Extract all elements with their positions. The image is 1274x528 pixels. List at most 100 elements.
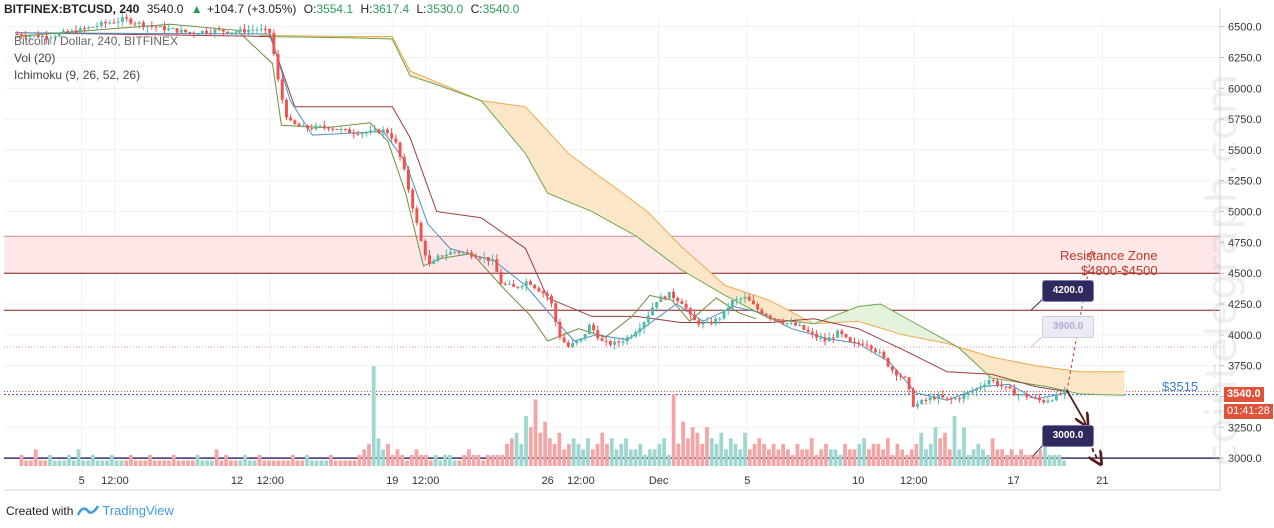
tradingview-brand-label: TradingView [102, 503, 174, 518]
volume-bar [190, 460, 195, 466]
volume-bar [119, 460, 124, 466]
candle-bull [983, 384, 987, 387]
volume-bar [738, 449, 743, 466]
volume-bar [509, 438, 514, 466]
volume-bar [571, 438, 576, 466]
volume-bar [148, 454, 152, 466]
time-axis[interactable]: 5 12:00 12 12:00 19 12:00 26 12:00 Dec 5 10 12:00 17… [4, 475, 1220, 491]
volume-bar [500, 454, 505, 466]
volume-bar [786, 449, 790, 466]
candle-bear [693, 314, 697, 321]
volume-bar [1028, 454, 1033, 466]
candle-bear [562, 337, 566, 343]
volume-bar [528, 427, 533, 466]
candle-bear [478, 257, 482, 259]
callout-3000-pointer [1030, 443, 1045, 459]
callout-3000[interactable]: 3000.0 [1042, 425, 1094, 447]
candle-bull [62, 30, 65, 34]
senkou-span-b [259, 36, 1125, 396]
volume-bar [700, 443, 705, 466]
candle-bear [24, 35, 28, 38]
callout-4200[interactable]: 4200.0 [1042, 280, 1094, 302]
volume-bar [257, 454, 262, 466]
volume-bar [362, 449, 367, 466]
kijun-line [15, 32, 1067, 393]
volume-bar [881, 449, 885, 466]
chikou-line [15, 23, 757, 342]
candle-bear [924, 399, 928, 401]
volume-bar [838, 454, 843, 466]
volume-bar [562, 449, 567, 466]
volume-bar [152, 460, 157, 466]
candle-bull [655, 302, 659, 308]
volume-bar [333, 460, 338, 466]
volume-bar [24, 460, 29, 466]
candle-bear [457, 251, 461, 253]
candle-bear [486, 257, 490, 262]
volume-bar [457, 460, 462, 466]
volume-bar [1043, 443, 1047, 466]
candle-bear [529, 281, 532, 285]
candle-bear [617, 341, 621, 343]
volume-legend[interactable]: Vol (20) [14, 51, 56, 65]
volume-bar [328, 454, 333, 466]
ichimoku-legend[interactable]: Ichimoku (9, 26, 52, 26) [14, 68, 141, 82]
candle-bull [259, 28, 263, 30]
close-value: 3540.0 [482, 2, 520, 16]
candle-bull [196, 33, 200, 35]
candle-bull [87, 27, 91, 29]
price-tick-label: 6500.0 [1228, 22, 1262, 34]
candle-bull [789, 322, 793, 324]
candle-bull [575, 341, 579, 344]
tradingview-brand[interactable]: TradingView [77, 503, 174, 518]
volume-bar [557, 432, 562, 466]
level-lines [4, 235, 1220, 459]
volume-bar [971, 449, 976, 466]
candle-bear [428, 255, 431, 264]
candle-bear [335, 129, 339, 131]
candle-bull [120, 17, 124, 22]
volume-bar [167, 460, 171, 466]
volume-bar [171, 454, 176, 466]
tradingview-logo-icon [77, 504, 100, 516]
candle-bear [125, 17, 129, 19]
volume-bar [205, 460, 209, 466]
candle-bear [684, 304, 688, 309]
candle-bear [306, 125, 309, 129]
time-tick-label: 10 [852, 475, 864, 487]
volume-bar [828, 449, 833, 466]
candle-bull [200, 30, 204, 34]
volume-bar [966, 454, 971, 466]
candle-bull [701, 322, 705, 325]
candle-bear [343, 128, 347, 130]
low-label: L: [416, 2, 427, 16]
candle-bear [268, 28, 272, 33]
volume-bar [519, 443, 524, 466]
volume-bar [814, 454, 819, 466]
candle-bear [1059, 393, 1063, 395]
volume-bar [533, 399, 538, 466]
volume-bar [276, 460, 281, 466]
candle-bear [1029, 397, 1033, 399]
candle-bull [659, 296, 663, 303]
candle-bull [979, 386, 983, 389]
callout-3900[interactable]: 3900.0 [1042, 316, 1094, 338]
senkou-span-a [259, 34, 1125, 373]
candle-bull [171, 28, 175, 30]
volume-bar [48, 454, 52, 466]
volume-bar [90, 454, 95, 466]
candle-bull [213, 29, 217, 33]
candle-bear [327, 127, 331, 129]
volume-bar [647, 449, 652, 466]
price-tick-label: 3000.0 [1228, 453, 1262, 465]
volume-bar [776, 449, 781, 466]
candle-bear [941, 395, 945, 398]
volume-bar [214, 449, 219, 466]
price-tick-label: 5250.0 [1228, 176, 1262, 188]
symbol-label[interactable]: BITFINEX:BTCUSD, 240 [4, 2, 140, 16]
candle-bull [629, 336, 633, 338]
candle-bull [373, 129, 377, 131]
series-legend[interactable]: Bitcoin / Dollar, 240, BITFINEX [14, 34, 179, 48]
high-value: 3617.4 [372, 2, 410, 16]
time-tick-label: 12:00 [900, 475, 928, 487]
